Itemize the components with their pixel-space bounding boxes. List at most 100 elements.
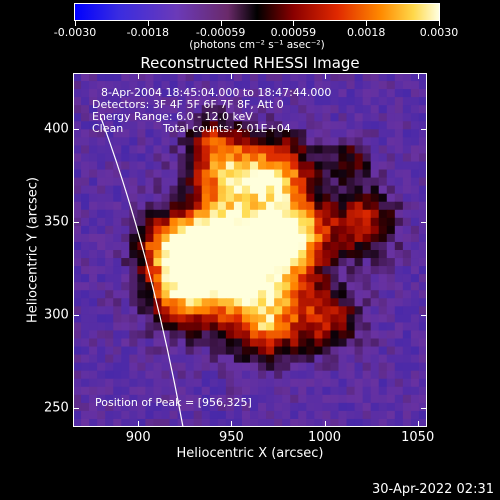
image-pixel bbox=[137, 402, 147, 412]
image-pixel bbox=[73, 362, 82, 372]
image-pixel bbox=[137, 153, 147, 163]
image-pixel bbox=[282, 73, 291, 82]
image-pixel bbox=[418, 97, 427, 106]
image-pixel bbox=[217, 201, 227, 211]
image-pixel bbox=[250, 274, 259, 283]
image-pixel bbox=[217, 145, 227, 155]
image-pixel bbox=[169, 129, 179, 138]
image-pixel bbox=[410, 274, 420, 283]
image-pixel bbox=[378, 89, 388, 98]
image-pixel bbox=[378, 298, 388, 307]
image-pixel bbox=[241, 161, 251, 171]
image-pixel bbox=[338, 386, 348, 396]
image-pixel bbox=[153, 378, 163, 388]
image-pixel bbox=[129, 137, 138, 147]
image-pixel bbox=[386, 362, 396, 372]
image-pixel bbox=[161, 89, 171, 98]
image-pixel bbox=[346, 97, 356, 106]
image-pixel bbox=[314, 282, 324, 291]
image-pixel bbox=[410, 354, 420, 364]
image-pixel bbox=[330, 169, 340, 179]
image-pixel bbox=[209, 338, 219, 348]
image-pixel bbox=[169, 266, 179, 275]
image-pixel bbox=[322, 105, 332, 114]
image-pixel bbox=[209, 290, 219, 299]
image-pixel bbox=[169, 274, 179, 283]
image-pixel bbox=[282, 193, 291, 203]
image-pixel bbox=[217, 322, 227, 332]
image-pixel bbox=[338, 81, 348, 90]
plot-title: Reconstructed RHESSI Image bbox=[140, 54, 360, 72]
image-pixel bbox=[113, 241, 122, 251]
image-pixel bbox=[386, 169, 396, 179]
image-pixel bbox=[177, 121, 187, 130]
image-pixel bbox=[338, 362, 348, 372]
image-pixel bbox=[266, 129, 275, 138]
image-pixel bbox=[177, 394, 187, 404]
image-pixel bbox=[129, 346, 138, 356]
image-pixel bbox=[402, 169, 412, 179]
image-pixel bbox=[217, 298, 227, 307]
image-pixel bbox=[258, 394, 267, 404]
image-pixel bbox=[113, 314, 122, 324]
image-pixel bbox=[282, 290, 291, 299]
image-pixel bbox=[354, 113, 364, 122]
image-pixel bbox=[185, 217, 195, 227]
image-pixel bbox=[322, 217, 332, 227]
image-pixel bbox=[362, 161, 372, 171]
image-pixel bbox=[73, 394, 82, 404]
image-pixel bbox=[274, 161, 283, 171]
image-pixel bbox=[386, 274, 396, 283]
image-pixel bbox=[185, 314, 195, 324]
image-pixel bbox=[250, 161, 259, 171]
image-pixel bbox=[338, 266, 348, 275]
image-pixel bbox=[330, 330, 340, 340]
image-pixel bbox=[185, 81, 195, 90]
image-pixel bbox=[241, 258, 251, 267]
image-pixel bbox=[250, 193, 259, 203]
image-pixel bbox=[282, 306, 291, 315]
image-pixel bbox=[266, 322, 275, 332]
image-pixel bbox=[346, 81, 356, 90]
image-pixel bbox=[73, 105, 82, 114]
image-pixel bbox=[185, 322, 195, 332]
image-pixel bbox=[161, 362, 171, 372]
image-pixel bbox=[201, 121, 211, 130]
image-pixel bbox=[346, 161, 356, 171]
image-pixel bbox=[153, 346, 163, 356]
image-pixel bbox=[298, 250, 307, 259]
image-pixel bbox=[89, 386, 98, 396]
image-pixel bbox=[418, 394, 427, 404]
image-pixel bbox=[258, 169, 267, 179]
image-pixel bbox=[161, 250, 171, 259]
image-pixel bbox=[217, 330, 227, 340]
image-pixel bbox=[394, 105, 404, 114]
image-pixel bbox=[250, 266, 259, 275]
image-pixel bbox=[410, 145, 420, 155]
image-pixel bbox=[169, 282, 179, 291]
image-pixel bbox=[73, 306, 82, 315]
image-pixel bbox=[153, 354, 163, 364]
image-pixel bbox=[97, 266, 106, 275]
image-pixel bbox=[97, 89, 106, 98]
image-pixel bbox=[113, 394, 122, 404]
image-pixel bbox=[306, 97, 315, 106]
image-pixel bbox=[193, 314, 203, 324]
image-pixel bbox=[378, 217, 388, 227]
image-pixel bbox=[97, 129, 106, 138]
image-pixel bbox=[193, 193, 203, 203]
image-pixel bbox=[105, 266, 114, 275]
image-pixel bbox=[145, 81, 155, 90]
image-pixel bbox=[330, 89, 340, 98]
image-pixel bbox=[274, 330, 283, 340]
image-pixel bbox=[322, 290, 332, 299]
image-pixel bbox=[402, 258, 412, 267]
y-tick bbox=[73, 222, 79, 224]
image-pixel bbox=[322, 418, 332, 427]
image-pixel bbox=[298, 81, 307, 90]
image-pixel bbox=[346, 306, 356, 315]
image-pixel bbox=[233, 121, 243, 130]
image-pixel bbox=[105, 233, 114, 243]
image-pixel bbox=[410, 217, 420, 227]
image-pixel bbox=[266, 306, 275, 315]
